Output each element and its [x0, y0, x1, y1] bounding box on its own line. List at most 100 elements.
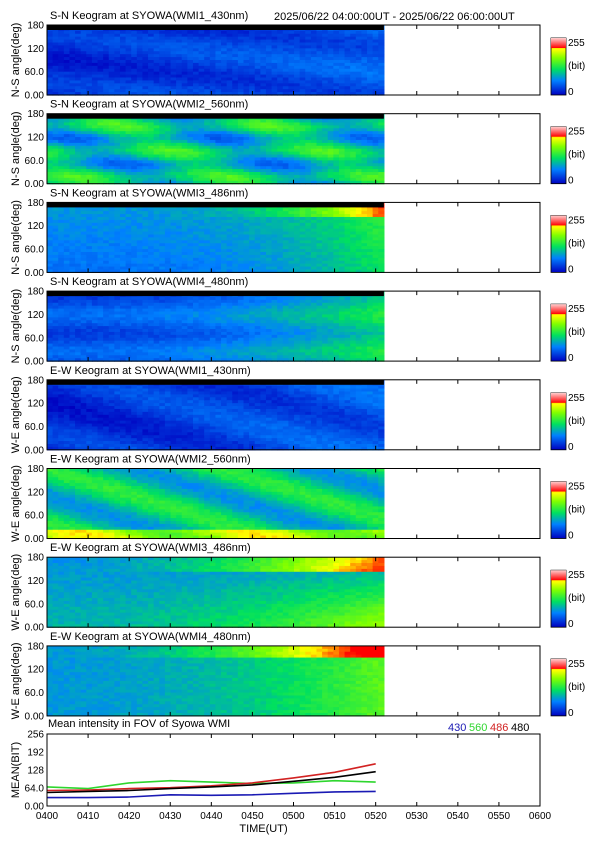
keogram-cell: [187, 225, 194, 230]
keogram-cell: [131, 234, 138, 238]
keogram-cell: [327, 122, 334, 126]
keogram-cell: [299, 48, 306, 52]
keogram-cell: [372, 208, 379, 212]
keogram-cell: [350, 163, 357, 167]
keogram-cell: [75, 60, 82, 64]
keogram-cell: [249, 160, 256, 164]
keogram-cell: [52, 251, 59, 256]
keogram-cell: [69, 311, 76, 316]
keogram-cell: [372, 240, 379, 244]
keogram-cell: [265, 65, 273, 70]
keogram-cell: [91, 62, 99, 67]
keogram-cell: [232, 139, 239, 144]
keogram-cell: [243, 225, 250, 230]
keogram-cell: [103, 148, 110, 153]
keogram-cell: [322, 83, 329, 87]
keogram-cell: [131, 45, 138, 49]
keogram-cell: [103, 163, 110, 167]
keogram-cell: [75, 157, 82, 161]
keogram-cell: [114, 266, 121, 271]
keogram-cell: [192, 131, 200, 135]
keogram-cell: [97, 30, 104, 35]
keogram-cell: [80, 249, 87, 253]
keogram-cell: [108, 329, 115, 333]
keogram-cell: [333, 243, 340, 247]
keogram-cell: [344, 134, 351, 138]
keogram-cell: [265, 177, 273, 182]
keogram-cell: [254, 137, 261, 141]
keogram-cell: [316, 228, 323, 233]
keogram-cell: [265, 225, 273, 230]
keogram-cell: [125, 83, 132, 87]
keogram-cell: [119, 317, 127, 321]
keogram-cell: [75, 86, 82, 90]
keogram-cell: [136, 320, 144, 324]
keogram-cell: [204, 249, 211, 253]
keogram-cell: [125, 169, 132, 173]
keogram-cell: [52, 320, 59, 324]
keogram-cell: [114, 139, 121, 144]
keogram-cell: [226, 119, 233, 124]
keogram-cell: [260, 240, 267, 244]
keogram-cell: [350, 86, 357, 90]
keogram-cell: [86, 208, 93, 212]
keogram-cell: [204, 122, 211, 126]
keogram-cell: [367, 169, 374, 173]
keogram-cell: [97, 174, 104, 179]
keogram-cell: [299, 145, 306, 150]
keogram-cell: [333, 174, 340, 179]
keogram-cell: [164, 311, 172, 316]
keogram-cell: [294, 240, 301, 244]
keogram-cell: [221, 163, 228, 167]
keogram-cell: [148, 30, 155, 35]
keogram-cell: [108, 246, 115, 250]
keogram-cell: [299, 234, 306, 238]
keogram-cell: [108, 219, 115, 224]
keogram-cell: [142, 180, 149, 185]
keogram-cell: [355, 30, 363, 35]
keogram-cell: [187, 36, 194, 41]
keogram-cell: [265, 269, 273, 273]
keogram-cell: [52, 334, 59, 339]
keogram-cell: [310, 80, 318, 84]
keogram-cell: [265, 131, 273, 135]
keogram-cell: [69, 243, 76, 247]
keogram-cell: [108, 249, 115, 253]
keogram-cell: [316, 174, 323, 179]
keogram-cell: [108, 151, 115, 156]
keogram-cell: [344, 180, 351, 185]
keogram-cell: [327, 51, 334, 55]
keogram-cell: [372, 33, 379, 38]
keogram-cell: [187, 137, 194, 141]
keogram-cell: [58, 166, 65, 170]
keogram-cell: [136, 60, 144, 64]
keogram-cell: [378, 163, 385, 167]
keogram-cell: [378, 89, 385, 93]
keogram-cell: [350, 62, 357, 67]
keogram-cell: [114, 343, 121, 348]
keogram-cell: [288, 39, 295, 44]
keogram-cell: [378, 180, 385, 185]
keogram-cell: [52, 317, 59, 321]
keogram-cell: [86, 296, 93, 301]
keogram-cell: [108, 337, 115, 342]
keogram-cell: [80, 137, 87, 141]
keogram-cell: [159, 219, 166, 224]
keogram-cell: [181, 83, 188, 87]
keogram-cell: [91, 231, 99, 236]
keogram-cell: [131, 83, 138, 87]
keogram-cell: [322, 60, 329, 64]
keogram-cell: [176, 228, 183, 233]
keogram-cell: [119, 89, 127, 93]
keogram-cell: [181, 269, 188, 273]
keogram-cell: [327, 211, 334, 215]
keogram-cell: [288, 89, 295, 93]
keogram-cell: [333, 237, 340, 241]
keogram-cell: [338, 122, 346, 126]
keogram-cell: [254, 243, 261, 247]
keogram-cell: [333, 33, 340, 38]
keogram-cell: [103, 219, 110, 224]
keogram-cell: [316, 222, 323, 227]
keogram-cell: [344, 128, 351, 132]
keogram-cell: [198, 134, 205, 138]
